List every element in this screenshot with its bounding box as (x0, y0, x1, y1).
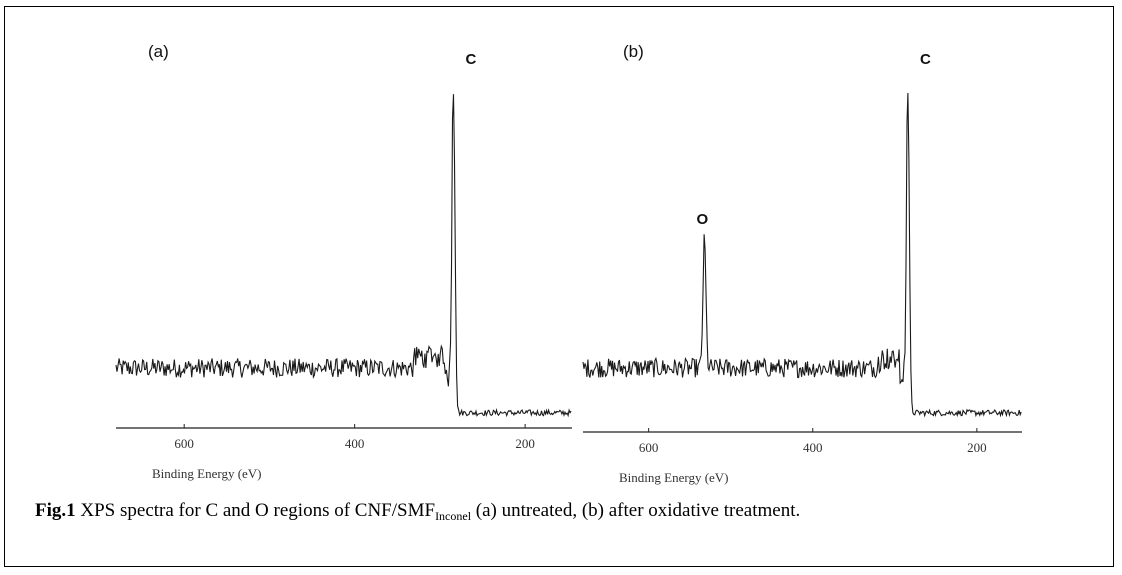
figure-caption: Fig.1 XPS spectra for C and O regions of… (35, 500, 800, 524)
caption-subscript: Inconel (435, 509, 472, 523)
x-tick-label-0-1: 400 (345, 436, 365, 451)
peak-label-o-1: O (696, 211, 708, 228)
panel-label-1: (b) (623, 42, 644, 61)
caption-text: XPS spectra for C and O regions of CNF/S… (75, 500, 436, 521)
caption-suffix: (a) untreated, (b) after oxidative treat… (471, 500, 801, 521)
caption-prefix: Fig.1 (35, 500, 76, 521)
figure-frame (4, 6, 1114, 567)
x-tick-label-1-2: 200 (967, 440, 987, 455)
x-tick-label-0-0: 600 (174, 436, 194, 451)
peak-label-c-0: C (466, 51, 477, 68)
x-tick-label-1-0: 600 (639, 440, 659, 455)
panel-label-0: (a) (148, 42, 169, 61)
x-tick-label-1-1: 400 (803, 440, 823, 455)
x-axis-title-0: Binding Energy (eV) (152, 466, 262, 481)
x-tick-label-0-2: 200 (515, 436, 535, 451)
spectrum-line-1 (582, 92, 1022, 418)
x-axis-title-1: Binding Energy (eV) (619, 470, 729, 485)
peak-label-c-1: C (920, 51, 931, 68)
spectrum-line-0 (115, 94, 572, 418)
